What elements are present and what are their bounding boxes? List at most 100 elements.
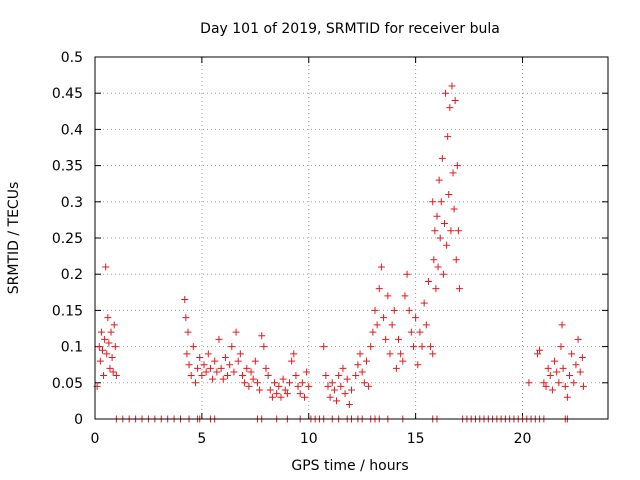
grid-lines — [95, 57, 608, 419]
data-point — [251, 357, 259, 365]
data-point — [443, 241, 451, 249]
data-point — [273, 390, 281, 398]
data-point — [436, 234, 444, 242]
x-tick-label: 20 — [514, 431, 532, 447]
chart-title: Day 101 of 2019, SRMTID for receiver bul… — [200, 21, 500, 37]
data-point — [405, 306, 413, 314]
data-point — [234, 357, 242, 365]
x-tick-label: 10 — [300, 431, 318, 447]
data-point — [540, 379, 548, 387]
data-point — [241, 379, 249, 387]
data-point — [442, 89, 450, 97]
data-point — [288, 357, 296, 365]
data-point — [551, 357, 559, 365]
data-point — [382, 335, 390, 343]
data-point — [446, 104, 454, 112]
data-point — [106, 364, 114, 372]
data-point — [95, 343, 103, 351]
data-point — [578, 353, 586, 361]
y-tick-label: 0.4 — [61, 122, 83, 138]
data-point — [557, 343, 565, 351]
data-point — [544, 364, 552, 372]
data-point — [341, 390, 349, 398]
data-point — [330, 386, 338, 394]
data-point — [328, 379, 336, 387]
data-point — [185, 361, 193, 369]
data-point — [354, 361, 362, 369]
data-point — [345, 401, 353, 409]
data-point — [553, 368, 561, 376]
data-point — [335, 372, 343, 380]
data-point — [101, 335, 109, 343]
data-point — [322, 372, 330, 380]
data-point — [275, 382, 283, 390]
data-point — [211, 357, 219, 365]
data-point — [230, 368, 238, 376]
x-tick-label: 5 — [197, 431, 206, 447]
data-point — [324, 382, 332, 390]
data-point — [189, 343, 197, 351]
data-point — [198, 372, 206, 380]
data-point — [444, 133, 452, 141]
data-point — [561, 382, 569, 390]
data-point — [298, 379, 306, 387]
data-point — [397, 350, 405, 358]
data-point — [416, 328, 424, 336]
data-point — [352, 372, 360, 380]
data-point — [447, 227, 455, 235]
data-point — [367, 343, 375, 351]
data-point — [445, 191, 453, 199]
data-point — [401, 292, 409, 300]
data-point — [450, 205, 458, 213]
data-point — [277, 393, 285, 401]
data-point — [97, 328, 105, 336]
data-point — [204, 350, 212, 358]
data-point — [290, 350, 298, 358]
data-point — [110, 321, 118, 329]
data-point — [439, 270, 447, 278]
data-point — [286, 379, 294, 387]
data-point — [451, 96, 459, 104]
data-point — [103, 350, 111, 358]
data-point — [108, 353, 116, 361]
data-point — [191, 379, 199, 387]
data-point — [390, 306, 398, 314]
data-point — [384, 292, 392, 300]
data-point — [187, 372, 195, 380]
data-point — [98, 346, 106, 354]
data-point — [435, 176, 443, 184]
data-point — [546, 372, 554, 380]
data-point — [412, 314, 420, 322]
data-point — [224, 372, 232, 380]
data-point — [454, 227, 462, 235]
data-point — [362, 357, 370, 365]
data-point — [112, 372, 120, 380]
data-point — [264, 372, 272, 380]
y-tick-label: 0.1 — [61, 340, 83, 356]
data-point — [579, 382, 587, 390]
data-point — [434, 263, 442, 271]
data-point — [236, 350, 244, 358]
data-point — [388, 321, 396, 329]
y-tick-label: 0.5 — [61, 50, 83, 66]
data-point — [386, 350, 394, 358]
y-tick-label: 0.35 — [52, 159, 83, 175]
data-point — [281, 386, 289, 394]
y-tick-label: 0.2 — [61, 267, 83, 283]
data-point — [326, 393, 334, 401]
data-point — [105, 339, 113, 347]
data-point — [407, 328, 415, 336]
data-point — [296, 390, 304, 398]
data-point — [418, 343, 426, 351]
data-point — [253, 379, 261, 387]
data-point — [360, 379, 368, 387]
plot-frame — [94, 56, 609, 420]
data-point — [268, 393, 276, 401]
data-point — [574, 335, 582, 343]
data-point — [238, 372, 246, 380]
data-point — [221, 353, 229, 361]
data-point — [377, 263, 385, 271]
data-point — [429, 198, 437, 206]
data-point — [548, 386, 556, 394]
y-tick-label: 0.45 — [52, 86, 83, 102]
